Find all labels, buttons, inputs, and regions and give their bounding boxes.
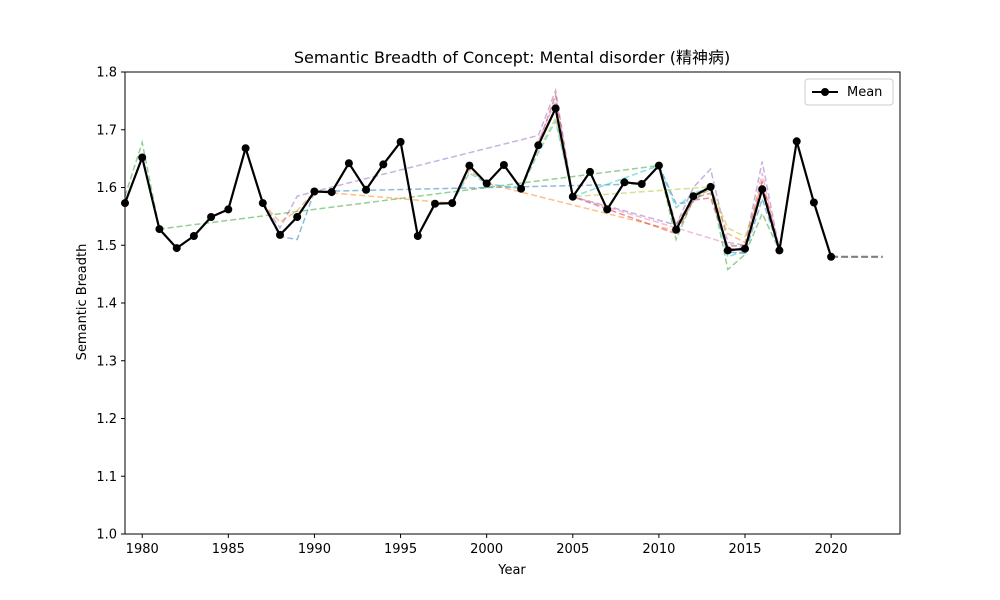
mean-point [362, 185, 371, 194]
y-tick-label: 1.3 [96, 354, 117, 369]
mean-point [482, 179, 491, 188]
x-tick-label: 1985 [212, 542, 245, 557]
mean-point [809, 198, 818, 207]
mean-point [396, 137, 405, 146]
x-tick-label: 2005 [556, 542, 589, 557]
mean-points [121, 104, 836, 261]
x-tick-label: 1995 [384, 542, 417, 557]
y-tick-label: 1.2 [96, 412, 117, 427]
mean-point [586, 167, 594, 176]
y-axis-label: Semantic Breadth [75, 244, 90, 361]
x-axis-label: Year [497, 563, 526, 578]
variant-line-0 [124, 139, 798, 271]
mean-point [499, 161, 508, 169]
y-tick-label: 1.6 [96, 181, 117, 196]
mean-point [465, 161, 474, 170]
mean-point [672, 225, 681, 234]
mean-point [310, 187, 319, 196]
mean-point [827, 252, 836, 261]
mean-point [276, 230, 284, 239]
mean-point [517, 184, 526, 193]
chart-title: Semantic Breadth of Concept: Mental diso… [294, 48, 730, 67]
y-tick-label: 1.1 [96, 470, 117, 485]
mean-point [293, 213, 302, 221]
mean-point [207, 213, 216, 221]
mean-point [775, 246, 784, 255]
mean-point [603, 205, 612, 214]
legend-box [804, 78, 894, 106]
x-tick-label: 2015 [728, 542, 761, 557]
mean-point [224, 205, 233, 214]
x-tick-label: 2000 [470, 542, 503, 557]
variant-lines [124, 87, 798, 271]
mean-point [155, 225, 164, 234]
variant-line-3 [262, 169, 781, 251]
y-tick-label: 1.8 [96, 66, 117, 81]
y-tick-label: 1.0 [96, 528, 117, 543]
legend: Mean [804, 78, 894, 106]
variant-line-2 [262, 87, 781, 251]
mean-point [241, 144, 250, 153]
variant-line-7 [658, 165, 746, 248]
mean-point [551, 104, 560, 113]
legend-mean-marker-icon [821, 88, 829, 96]
mean-point [741, 244, 749, 253]
x-tick-label: 2010 [642, 542, 675, 557]
mean-point [413, 232, 422, 240]
x-tick-label: 1990 [298, 542, 331, 557]
mean-point [534, 141, 543, 150]
mean-point [431, 199, 439, 208]
mean-point [758, 185, 767, 194]
y-tick-label: 1.5 [96, 239, 117, 254]
mean-point [792, 137, 801, 146]
mean-point [706, 182, 715, 191]
mean-point [138, 153, 147, 162]
x-tick-label: 2020 [815, 542, 848, 557]
axes: 1980 1985 1990 1995 2000 2005 2010 2015 2020 1.0 1… [96, 66, 901, 557]
mean-point [258, 199, 267, 208]
mean-point [327, 188, 336, 197]
mean-point [723, 246, 732, 255]
mean-point [189, 232, 198, 240]
mean-point [689, 192, 698, 201]
mean-point [379, 160, 388, 169]
mean-point [568, 192, 577, 201]
variant-line-1 [262, 164, 781, 255]
mean-line [123, 107, 833, 258]
mean-point [620, 178, 629, 187]
y-tick-label: 1.7 [96, 123, 117, 138]
mean-series [123, 107, 833, 258]
mean-point [637, 180, 646, 188]
legend-mean-label: Mean [847, 85, 882, 100]
y-tick-label: 1.4 [96, 297, 117, 312]
variant-line-6 [520, 116, 763, 238]
mean-point [654, 161, 663, 170]
x-tick-label: 1980 [126, 542, 159, 557]
mean-point [172, 244, 181, 253]
mean-point [344, 159, 353, 168]
mean-point [448, 199, 457, 208]
